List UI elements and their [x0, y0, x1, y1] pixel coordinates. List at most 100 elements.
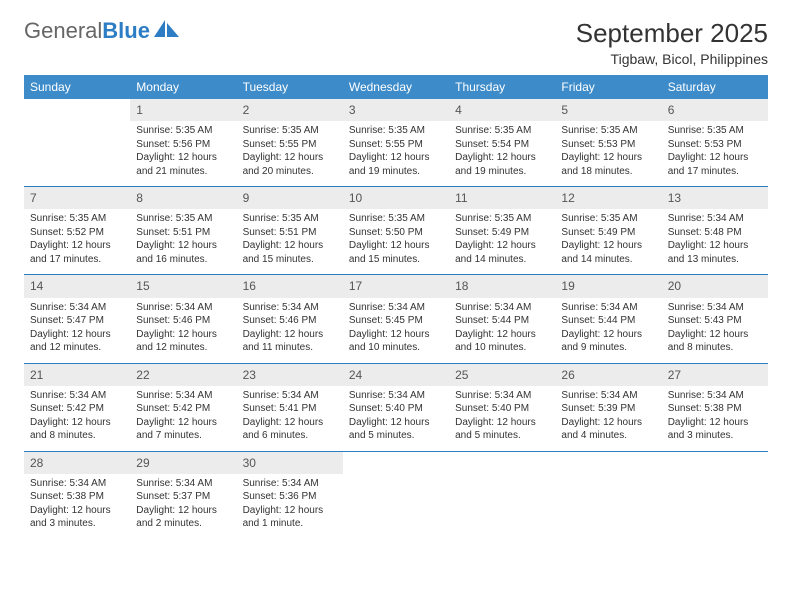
day-text: Sunrise: 5:34 AMSunset: 5:38 PMDaylight:…: [24, 474, 130, 539]
day-text: Sunrise: 5:34 AMSunset: 5:43 PMDaylight:…: [662, 298, 768, 363]
day-number: 29: [130, 452, 236, 474]
day-text: Sunrise: 5:35 AMSunset: 5:52 PMDaylight:…: [24, 209, 130, 274]
day-number: 20: [662, 275, 768, 297]
day-text: Sunrise: 5:34 AMSunset: 5:46 PMDaylight:…: [237, 298, 343, 363]
calendar-day-cell: 23Sunrise: 5:34 AMSunset: 5:41 PMDayligh…: [237, 363, 343, 451]
day-text: Sunrise: 5:35 AMSunset: 5:51 PMDaylight:…: [237, 209, 343, 274]
calendar-page: GeneralBlue September 2025 Tigbaw, Bicol…: [0, 0, 792, 549]
day-text: Sunrise: 5:35 AMSunset: 5:50 PMDaylight:…: [343, 209, 449, 274]
day-text: Sunrise: 5:35 AMSunset: 5:51 PMDaylight:…: [130, 209, 236, 274]
calendar-day-cell: 4Sunrise: 5:35 AMSunset: 5:54 PMDaylight…: [449, 99, 555, 187]
calendar-day-cell: 26Sunrise: 5:34 AMSunset: 5:39 PMDayligh…: [555, 363, 661, 451]
day-number: 26: [555, 364, 661, 386]
day-number: 18: [449, 275, 555, 297]
logo: GeneralBlue: [24, 18, 180, 44]
day-text: Sunrise: 5:34 AMSunset: 5:38 PMDaylight:…: [662, 386, 768, 451]
calendar-header-row: SundayMondayTuesdayWednesdayThursdayFrid…: [24, 75, 768, 99]
day-text: Sunrise: 5:35 AMSunset: 5:53 PMDaylight:…: [555, 121, 661, 186]
month-title: September 2025: [576, 18, 768, 49]
weekday-header: Wednesday: [343, 75, 449, 99]
day-text: Sunrise: 5:34 AMSunset: 5:40 PMDaylight:…: [343, 386, 449, 451]
calendar-day-cell: 5Sunrise: 5:35 AMSunset: 5:53 PMDaylight…: [555, 99, 661, 187]
calendar-day-cell: [555, 451, 661, 539]
calendar-week-row: 7Sunrise: 5:35 AMSunset: 5:52 PMDaylight…: [24, 187, 768, 275]
day-text-empty: [662, 474, 768, 534]
day-text: Sunrise: 5:35 AMSunset: 5:49 PMDaylight:…: [449, 209, 555, 274]
weekday-header: Friday: [555, 75, 661, 99]
logo-text: GeneralBlue: [24, 18, 150, 44]
logo-sail-icon: [154, 19, 180, 44]
calendar-day-cell: 17Sunrise: 5:34 AMSunset: 5:45 PMDayligh…: [343, 275, 449, 363]
calendar-day-cell: 18Sunrise: 5:34 AMSunset: 5:44 PMDayligh…: [449, 275, 555, 363]
day-number: 4: [449, 99, 555, 121]
calendar-day-cell: 20Sunrise: 5:34 AMSunset: 5:43 PMDayligh…: [662, 275, 768, 363]
day-text: Sunrise: 5:34 AMSunset: 5:40 PMDaylight:…: [449, 386, 555, 451]
day-number-empty: [449, 452, 555, 474]
day-number: 3: [343, 99, 449, 121]
day-number: 25: [449, 364, 555, 386]
calendar-week-row: 14Sunrise: 5:34 AMSunset: 5:47 PMDayligh…: [24, 275, 768, 363]
day-text: Sunrise: 5:34 AMSunset: 5:37 PMDaylight:…: [130, 474, 236, 539]
weekday-header: Thursday: [449, 75, 555, 99]
calendar-week-row: 21Sunrise: 5:34 AMSunset: 5:42 PMDayligh…: [24, 363, 768, 451]
day-number: 9: [237, 187, 343, 209]
page-header: GeneralBlue September 2025 Tigbaw, Bicol…: [24, 18, 768, 67]
day-number: 1: [130, 99, 236, 121]
weekday-header: Monday: [130, 75, 236, 99]
day-number: 19: [555, 275, 661, 297]
day-text: Sunrise: 5:34 AMSunset: 5:46 PMDaylight:…: [130, 298, 236, 363]
day-text: Sunrise: 5:35 AMSunset: 5:55 PMDaylight:…: [343, 121, 449, 186]
calendar-table: SundayMondayTuesdayWednesdayThursdayFrid…: [24, 75, 768, 539]
day-number: 23: [237, 364, 343, 386]
calendar-day-cell: 24Sunrise: 5:34 AMSunset: 5:40 PMDayligh…: [343, 363, 449, 451]
calendar-day-cell: 29Sunrise: 5:34 AMSunset: 5:37 PMDayligh…: [130, 451, 236, 539]
day-text: Sunrise: 5:34 AMSunset: 5:44 PMDaylight:…: [555, 298, 661, 363]
calendar-day-cell: 25Sunrise: 5:34 AMSunset: 5:40 PMDayligh…: [449, 363, 555, 451]
day-text: Sunrise: 5:35 AMSunset: 5:55 PMDaylight:…: [237, 121, 343, 186]
day-number: 10: [343, 187, 449, 209]
calendar-day-cell: 6Sunrise: 5:35 AMSunset: 5:53 PMDaylight…: [662, 99, 768, 187]
calendar-day-cell: 14Sunrise: 5:34 AMSunset: 5:47 PMDayligh…: [24, 275, 130, 363]
day-text: Sunrise: 5:35 AMSunset: 5:53 PMDaylight:…: [662, 121, 768, 186]
day-number: 6: [662, 99, 768, 121]
day-text: Sunrise: 5:34 AMSunset: 5:47 PMDaylight:…: [24, 298, 130, 363]
day-number: 12: [555, 187, 661, 209]
day-text: Sunrise: 5:34 AMSunset: 5:48 PMDaylight:…: [662, 209, 768, 274]
calendar-day-cell: 16Sunrise: 5:34 AMSunset: 5:46 PMDayligh…: [237, 275, 343, 363]
calendar-day-cell: 9Sunrise: 5:35 AMSunset: 5:51 PMDaylight…: [237, 187, 343, 275]
day-text: Sunrise: 5:34 AMSunset: 5:45 PMDaylight:…: [343, 298, 449, 363]
day-number-empty: [662, 452, 768, 474]
calendar-day-cell: 15Sunrise: 5:34 AMSunset: 5:46 PMDayligh…: [130, 275, 236, 363]
weekday-header: Sunday: [24, 75, 130, 99]
day-number: 5: [555, 99, 661, 121]
day-number: 22: [130, 364, 236, 386]
calendar-day-cell: 22Sunrise: 5:34 AMSunset: 5:42 PMDayligh…: [130, 363, 236, 451]
calendar-day-cell: 7Sunrise: 5:35 AMSunset: 5:52 PMDaylight…: [24, 187, 130, 275]
weekday-header: Tuesday: [237, 75, 343, 99]
day-text-empty: [449, 474, 555, 534]
day-number: 2: [237, 99, 343, 121]
day-number: 27: [662, 364, 768, 386]
day-text: Sunrise: 5:34 AMSunset: 5:36 PMDaylight:…: [237, 474, 343, 539]
calendar-day-cell: 8Sunrise: 5:35 AMSunset: 5:51 PMDaylight…: [130, 187, 236, 275]
day-text: Sunrise: 5:34 AMSunset: 5:41 PMDaylight:…: [237, 386, 343, 451]
day-number-empty: [555, 452, 661, 474]
logo-general: General: [24, 18, 102, 43]
day-text: Sunrise: 5:35 AMSunset: 5:56 PMDaylight:…: [130, 121, 236, 186]
calendar-day-cell: 10Sunrise: 5:35 AMSunset: 5:50 PMDayligh…: [343, 187, 449, 275]
calendar-day-cell: 3Sunrise: 5:35 AMSunset: 5:55 PMDaylight…: [343, 99, 449, 187]
calendar-day-cell: 11Sunrise: 5:35 AMSunset: 5:49 PMDayligh…: [449, 187, 555, 275]
day-number: 11: [449, 187, 555, 209]
calendar-day-cell: 30Sunrise: 5:34 AMSunset: 5:36 PMDayligh…: [237, 451, 343, 539]
day-text: Sunrise: 5:34 AMSunset: 5:44 PMDaylight:…: [449, 298, 555, 363]
calendar-day-cell: [662, 451, 768, 539]
day-number: 28: [24, 452, 130, 474]
day-text: Sunrise: 5:35 AMSunset: 5:54 PMDaylight:…: [449, 121, 555, 186]
calendar-day-cell: 2Sunrise: 5:35 AMSunset: 5:55 PMDaylight…: [237, 99, 343, 187]
day-number: 7: [24, 187, 130, 209]
logo-blue: Blue: [102, 18, 150, 43]
day-number: 13: [662, 187, 768, 209]
calendar-day-cell: [24, 99, 130, 187]
day-number-empty: [24, 99, 130, 121]
calendar-day-cell: 28Sunrise: 5:34 AMSunset: 5:38 PMDayligh…: [24, 451, 130, 539]
